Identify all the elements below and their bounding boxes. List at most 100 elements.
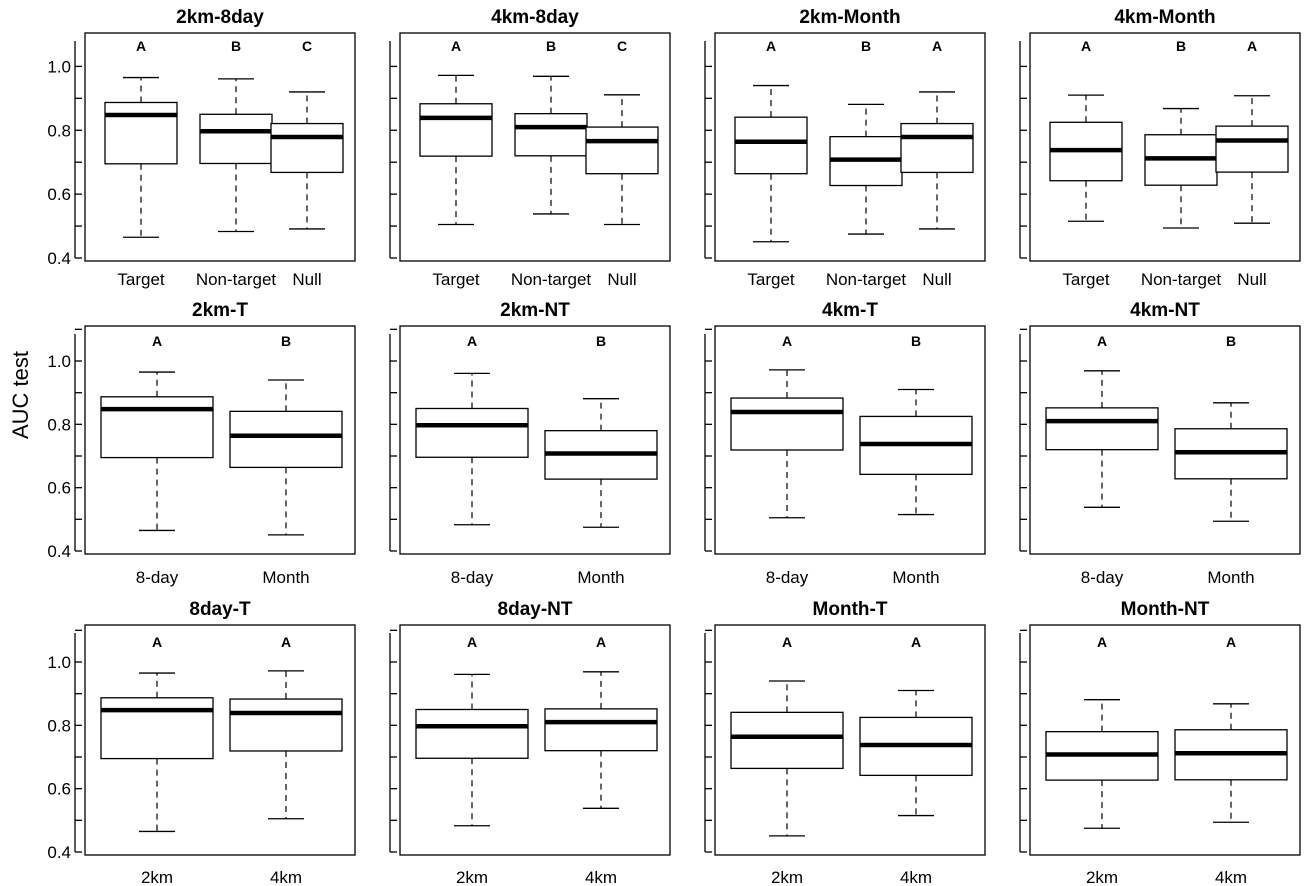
chart-panel: 2km-Month A Target B Non-target A Null (704, 7, 986, 289)
plot-frame (714, 325, 986, 555)
x-tick-label: 2km (456, 868, 488, 886)
significance-letter: A (152, 634, 162, 650)
x-tick-label: 8-day (766, 568, 809, 587)
plot-frame (714, 32, 986, 262)
iqr-box (270, 122, 344, 174)
chart-panel: Month-NT A 2km A 4km (1019, 599, 1301, 886)
chart-title: 8day-T (189, 599, 251, 620)
chart-title: 4km-NT (1130, 300, 1200, 321)
x-tick-label: Target (432, 270, 480, 289)
x-tick-label: Non-target (826, 270, 907, 289)
iqr-box (730, 397, 844, 451)
significance-letter: C (617, 38, 627, 54)
significance-letter: B (911, 333, 921, 349)
chart-title: 2km-T (192, 300, 248, 321)
chart-panel: 4km-Month A Target B Non-target A Null (1019, 7, 1301, 289)
plot-frame (84, 624, 356, 856)
significance-letter: B (281, 333, 291, 349)
chart-title: Month-NT (1121, 599, 1210, 620)
y-tick-label: 0.6 (47, 780, 71, 799)
iqr-box (585, 126, 659, 175)
x-tick-label: Month (577, 568, 624, 587)
chart-panel: 2km-NT A 8-day B Month (389, 300, 671, 587)
significance-letter: B (596, 333, 606, 349)
significance-letter: C (302, 38, 312, 54)
y-tick-label: 1.0 (47, 57, 71, 76)
x-tick-label: 2km (1086, 868, 1118, 886)
chart-panel: 4km-NT A 8-day B Month (1019, 300, 1301, 587)
x-tick-label: Target (117, 270, 165, 289)
iqr-box (514, 113, 588, 157)
x-tick-label: Null (922, 270, 951, 289)
iqr-box (419, 103, 493, 157)
x-tick-label: 8-day (451, 568, 494, 587)
significance-letter: A (1097, 634, 1107, 650)
significance-letter: A (782, 333, 792, 349)
x-tick-label: Non-target (511, 270, 592, 289)
x-tick-label: Non-target (196, 270, 277, 289)
x-tick-label: 4km (900, 868, 932, 886)
chart-title: 2km-8day (176, 7, 264, 28)
chart-panel: 4km-8day A Target B Non-target C Null (389, 7, 671, 289)
iqr-box (415, 407, 529, 458)
plot-frame (1029, 624, 1301, 856)
chart-title: 8day-NT (498, 599, 573, 620)
plot-frame (84, 325, 356, 555)
x-tick-label: Month (1207, 568, 1254, 587)
iqr-box (229, 410, 343, 469)
iqr-box (730, 711, 844, 770)
chart-panel: Month-T A 2km A 4km (704, 599, 986, 886)
plot-frame (399, 32, 671, 262)
y-tick-label: 1.0 (47, 352, 71, 371)
significance-letter: A (451, 38, 461, 54)
plot-frame (399, 325, 671, 555)
significance-letter: A (911, 634, 921, 650)
significance-letter: A (136, 38, 146, 54)
chart-title: 4km-T (822, 300, 878, 321)
x-tick-label: 4km (1215, 868, 1247, 886)
x-tick-label: Null (607, 270, 636, 289)
chart-panel: 2km-T 0.4 0.6 0.8 1.0 A 8-day B Month (47, 300, 356, 587)
plot-frame (84, 32, 356, 262)
y-tick-label: 0.8 (47, 716, 71, 735)
y-tick-label: 0.4 (47, 843, 71, 862)
significance-letter: A (152, 333, 162, 349)
y-tick-label: 0.6 (47, 185, 71, 204)
x-tick-label: 2km (771, 868, 803, 886)
significance-letter: A (467, 333, 477, 349)
iqr-box (100, 396, 214, 459)
iqr-box (100, 697, 214, 760)
significance-letter: B (546, 38, 556, 54)
significance-letter: A (467, 634, 477, 650)
iqr-box (1215, 125, 1289, 173)
x-tick-label: Month (262, 568, 309, 587)
significance-letter: A (1247, 38, 1257, 54)
y-tick-label: 0.6 (47, 479, 71, 498)
x-tick-label: Month (892, 568, 939, 587)
iqr-box (1045, 407, 1159, 451)
y-tick-label: 0.4 (47, 249, 71, 268)
iqr-box (415, 708, 529, 759)
chart-panel: 4km-T A 8-day B Month (704, 300, 986, 587)
x-tick-label: 2km (141, 868, 173, 886)
x-tick-label: 8-day (1081, 568, 1124, 587)
chart-panel: 2km-8day 0.4 0.6 0.8 1.0 A Target B Non-target C N… (47, 7, 356, 289)
significance-letter: A (281, 634, 291, 650)
significance-letter: A (932, 38, 942, 54)
significance-letter: A (766, 38, 776, 54)
x-tick-label: Null (1237, 270, 1266, 289)
plot-frame (714, 624, 986, 856)
iqr-box (544, 708, 658, 752)
chart-title: 4km-8day (491, 7, 579, 28)
x-tick-label: 4km (585, 868, 617, 886)
y-tick-label: 0.4 (47, 542, 71, 561)
y-tick-label: 1.0 (47, 653, 71, 672)
significance-letter: A (1097, 333, 1107, 349)
y-tick-label: 0.8 (47, 415, 71, 434)
significance-letter: B (231, 38, 241, 54)
chart-title: 2km-NT (500, 300, 570, 321)
chart-panel: 8day-NT A 2km A 4km (389, 599, 671, 886)
x-tick-label: Null (292, 270, 321, 289)
iqr-box (199, 113, 273, 165)
x-tick-label: Target (747, 270, 795, 289)
